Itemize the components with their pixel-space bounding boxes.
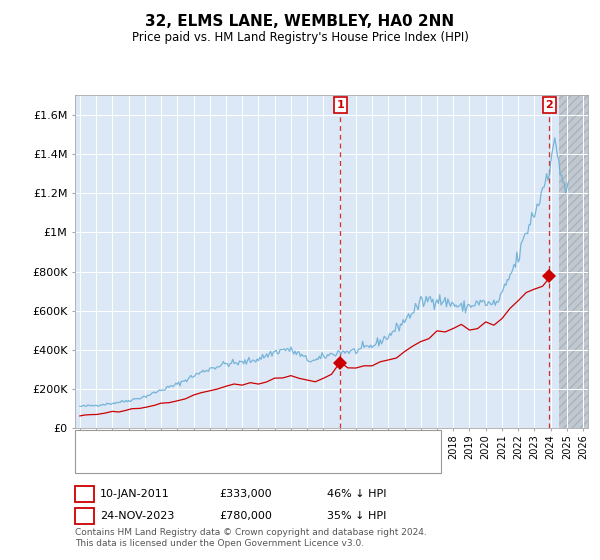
Text: £780,000: £780,000 <box>219 511 272 521</box>
Text: 2: 2 <box>80 509 89 522</box>
Text: 32, ELMS LANE, WEMBLEY, HA0 2NN: 32, ELMS LANE, WEMBLEY, HA0 2NN <box>145 14 455 29</box>
Text: 1: 1 <box>80 487 89 501</box>
Text: £333,000: £333,000 <box>219 489 272 499</box>
Text: HPI: Average price, detached house, Brent: HPI: Average price, detached house, Bren… <box>108 458 329 468</box>
Bar <box>559 95 591 428</box>
Text: 24-NOV-2023: 24-NOV-2023 <box>100 511 175 521</box>
Text: Price paid vs. HM Land Registry's House Price Index (HPI): Price paid vs. HM Land Registry's House … <box>131 31 469 44</box>
Text: 2: 2 <box>545 100 553 110</box>
Text: 46% ↓ HPI: 46% ↓ HPI <box>327 489 386 499</box>
Text: 1: 1 <box>337 100 344 110</box>
Text: 10-JAN-2011: 10-JAN-2011 <box>100 489 170 499</box>
Text: Contains HM Land Registry data © Crown copyright and database right 2024.
This d: Contains HM Land Registry data © Crown c… <box>75 528 427 548</box>
Text: 32, ELMS LANE, WEMBLEY, HA0 2NN (detached house): 32, ELMS LANE, WEMBLEY, HA0 2NN (detache… <box>108 437 392 447</box>
Text: 35% ↓ HPI: 35% ↓ HPI <box>327 511 386 521</box>
